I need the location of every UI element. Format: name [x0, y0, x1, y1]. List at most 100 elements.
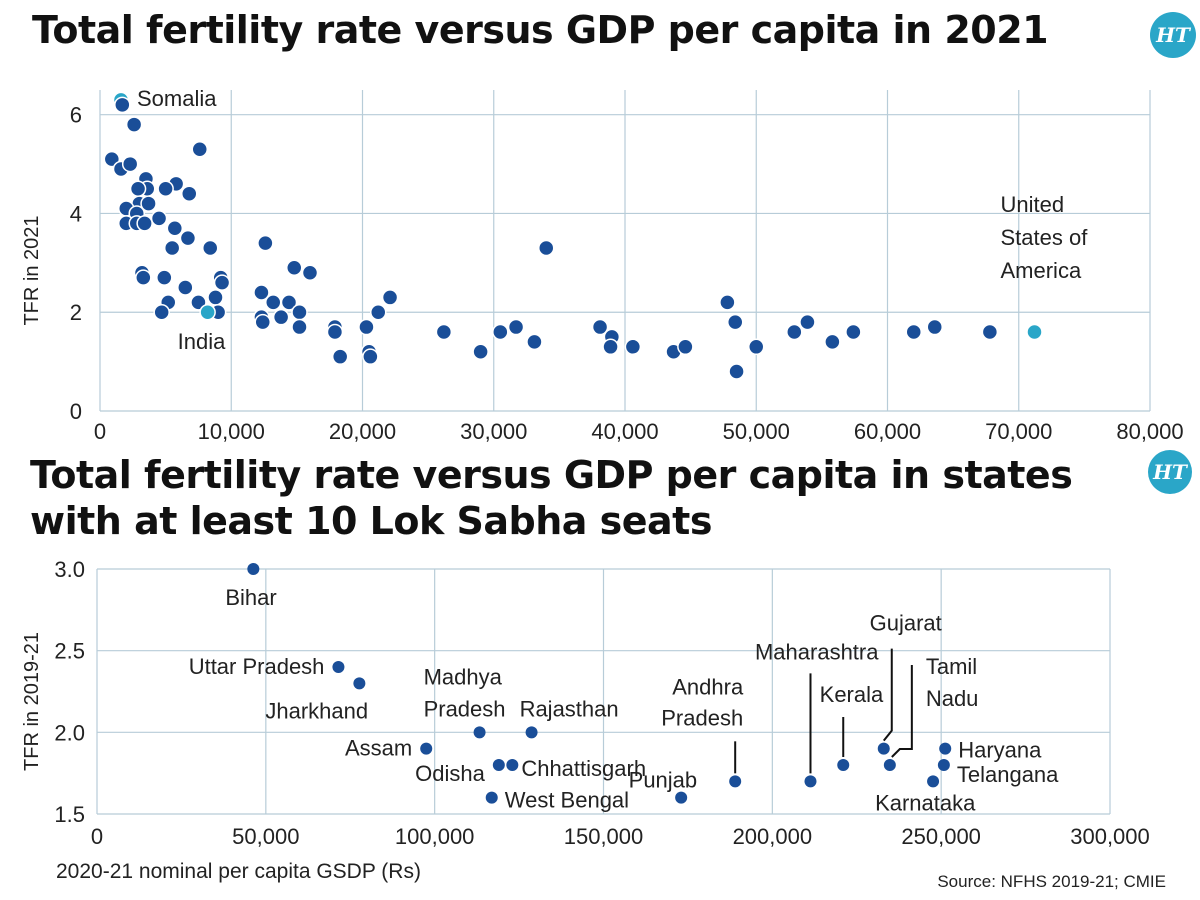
point-chhattisgarh	[506, 759, 519, 771]
point-jharkhand	[353, 677, 366, 690]
data-point	[257, 234, 274, 252]
data-point	[166, 220, 184, 237]
tfr-world-scatter-chart: 0 10,000 20,000 30,000 40,000 50,000 60,000 70,…	[21, 86, 1184, 444]
data-point	[207, 289, 224, 306]
data-point	[602, 338, 619, 356]
x-tick-label: 30,000	[460, 419, 527, 444]
point-india	[199, 303, 216, 321]
data-point	[191, 141, 208, 158]
x-tick-label: 50,000	[723, 419, 790, 444]
data-point	[254, 313, 271, 331]
point-gujarat	[877, 742, 890, 755]
point-label: India	[178, 329, 226, 354]
point-madhya-pradesh	[473, 726, 486, 739]
x-tick-label: 200,000	[733, 824, 813, 849]
y-tick-label: 4	[70, 201, 82, 226]
data-point	[624, 338, 642, 356]
x-tick-label: 50,000	[232, 824, 299, 849]
point-odisha	[492, 759, 505, 771]
data-point	[507, 318, 525, 336]
data-point	[153, 303, 170, 321]
data-point	[362, 348, 379, 365]
point-united-states-of-america	[1026, 323, 1043, 341]
point-label: Chhattisgarh	[521, 756, 646, 781]
data-point	[129, 180, 147, 198]
data-point	[265, 294, 282, 311]
data-point	[121, 155, 139, 173]
x-tick-label: 250,000	[901, 824, 981, 849]
point-label: Karnataka	[875, 790, 976, 815]
point-label: Tamil Nadu	[926, 654, 979, 711]
data-point	[381, 289, 399, 306]
x-tick-label: 80,000	[1116, 419, 1183, 444]
x-tick-label: 0	[91, 824, 103, 849]
x-tick-label: 300,000	[1070, 824, 1150, 849]
data-point	[591, 318, 609, 336]
data-point	[719, 294, 736, 311]
data-point	[435, 323, 453, 341]
data-point	[926, 318, 943, 336]
point-label: Kerala	[820, 682, 884, 707]
point-label: Punjab	[629, 768, 698, 793]
point-label: Haryana	[958, 738, 1042, 763]
data-point	[799, 313, 816, 331]
x-tick-label: 20,000	[329, 419, 396, 444]
data-point	[905, 323, 922, 341]
point-label: Telangana	[957, 762, 1059, 787]
point-assam	[420, 742, 433, 755]
y-tick-label: 2.0	[54, 720, 85, 745]
point-haryana	[939, 742, 952, 755]
point-andhra-pradesh	[729, 775, 742, 788]
data-point	[179, 229, 197, 247]
tfr-states-scatter-chart: 0 50,000 100,000 150,000 200,000 250,000 300,0…	[21, 557, 1150, 883]
data-point	[526, 333, 543, 351]
data-point	[538, 239, 555, 257]
source-note: Source: NFHS 2019-21; CMIE	[937, 872, 1166, 891]
data-point	[157, 180, 174, 198]
data-point	[301, 264, 319, 281]
y-tick-label: 2	[70, 300, 82, 325]
point-west-bengal	[485, 791, 498, 804]
data-point	[748, 338, 765, 356]
point-uttar-pradesh	[332, 661, 345, 673]
x-tick-label: 10,000	[198, 419, 265, 444]
ht-logo: HT	[1148, 450, 1192, 494]
x-tick-label: 70,000	[985, 419, 1052, 444]
point-tamil-nadu	[883, 759, 896, 771]
x-tick-label: 0	[94, 419, 106, 444]
x-tick-label: 100,000	[395, 824, 475, 849]
y-axis-label: TFR in 2019-21	[21, 632, 43, 771]
point-rajasthan	[525, 726, 538, 739]
data-point	[291, 318, 308, 336]
point-label: Andhra Pradesh	[661, 674, 744, 730]
point-label: Assam	[345, 736, 412, 761]
x-tick-label: 40,000	[591, 419, 658, 444]
y-tick-label: 6	[70, 103, 82, 128]
chart-title-states: Total fertility rate versus GDP per capi…	[30, 453, 1073, 543]
point-label: Bihar	[225, 585, 276, 610]
point-telangana	[937, 759, 950, 771]
point-maharashtra	[804, 775, 817, 788]
point-label: Jharkhand	[265, 698, 368, 723]
point-label: Rajasthan	[520, 696, 619, 721]
y-axis-label: TFR in 2021	[21, 215, 43, 325]
point-kerala	[837, 759, 850, 771]
data-point	[136, 215, 153, 232]
point-label: Uttar Pradesh	[189, 654, 325, 679]
data-point	[150, 210, 168, 227]
point-punjab	[675, 791, 688, 804]
point-bihar	[247, 563, 260, 575]
x-tick-label: 60,000	[854, 419, 921, 444]
data-point	[253, 284, 270, 301]
data-point	[370, 303, 387, 321]
data-point	[492, 323, 509, 341]
point-label: Madhya Pradesh	[424, 664, 506, 721]
data-point	[177, 279, 194, 296]
x-axis-label: 2020-21 nominal per capita GSDP (Rs)	[56, 860, 421, 883]
data-point	[280, 294, 298, 311]
ht-logo: HT	[1150, 12, 1196, 58]
data-point	[291, 303, 308, 321]
data-point	[824, 333, 841, 351]
y-tick-label: 1.5	[54, 802, 85, 827]
point-label: United States of America	[1001, 192, 1089, 283]
